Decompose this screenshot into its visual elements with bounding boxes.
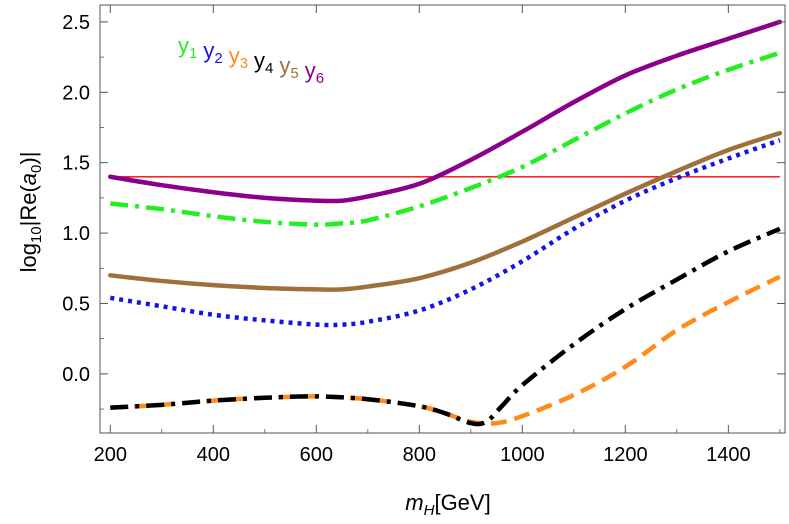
legend-entry-y2: y bbox=[203, 38, 214, 63]
legend-entry-y6: y bbox=[305, 58, 316, 83]
series-line-y4 bbox=[110, 226, 781, 427]
series-line-y1 bbox=[110, 50, 781, 227]
legend-entry-subscript: 6 bbox=[316, 70, 324, 87]
x-tick-label: 200 bbox=[94, 444, 127, 466]
y-tick-label: 0.5 bbox=[62, 293, 90, 315]
y-tick-label: 0.0 bbox=[62, 364, 90, 386]
y-axis-label: log10|Re(a0)| bbox=[16, 152, 45, 273]
legend-entry-y1: y bbox=[178, 33, 189, 58]
legend-entry-subscript: 2 bbox=[214, 50, 222, 67]
legend-entry-subscript: 1 bbox=[189, 45, 197, 62]
x-tick-label: 1000 bbox=[500, 444, 545, 466]
legend-entry-y4: y bbox=[254, 48, 265, 73]
plot-frame bbox=[99, 4, 786, 434]
legend-entry-y5: y bbox=[279, 53, 290, 78]
legend-entry-subscript: 3 bbox=[240, 55, 248, 72]
plot-frame-layer bbox=[99, 4, 786, 434]
x-tick-label: 400 bbox=[197, 444, 230, 466]
legend-entry-y3: y bbox=[229, 43, 240, 68]
x-tick-label: 1200 bbox=[603, 444, 648, 466]
x-tick-label: 800 bbox=[403, 444, 436, 466]
legend-entries: y1 y2 y3 y4 y5 y6 bbox=[178, 33, 324, 87]
legend: y1 y2 y3 y4 y5 y6 bbox=[178, 33, 324, 87]
legend-entry-subscript: 5 bbox=[290, 65, 298, 82]
x-tick-label: 600 bbox=[300, 444, 333, 466]
series-line-y2 bbox=[109, 138, 781, 328]
x-axis-label: mH[GeV] bbox=[405, 490, 490, 519]
y-tick-label: 2.0 bbox=[62, 82, 90, 104]
y-tick-label: 1.0 bbox=[62, 223, 90, 245]
y-tick-label: 1.5 bbox=[62, 153, 90, 175]
x-tick-label: 1400 bbox=[706, 444, 751, 466]
legend-entry-subscript: 4 bbox=[265, 60, 273, 77]
series-line-y5 bbox=[108, 130, 783, 292]
y-tick-label: 2.5 bbox=[62, 12, 90, 34]
series-layer bbox=[108, 19, 783, 427]
series-line-y6 bbox=[108, 19, 783, 204]
tick-layer: 200 400 600 800 1000 1200 1400 0.0 0.5 1.0 1.5 2.0 2… bbox=[62, 5, 785, 466]
